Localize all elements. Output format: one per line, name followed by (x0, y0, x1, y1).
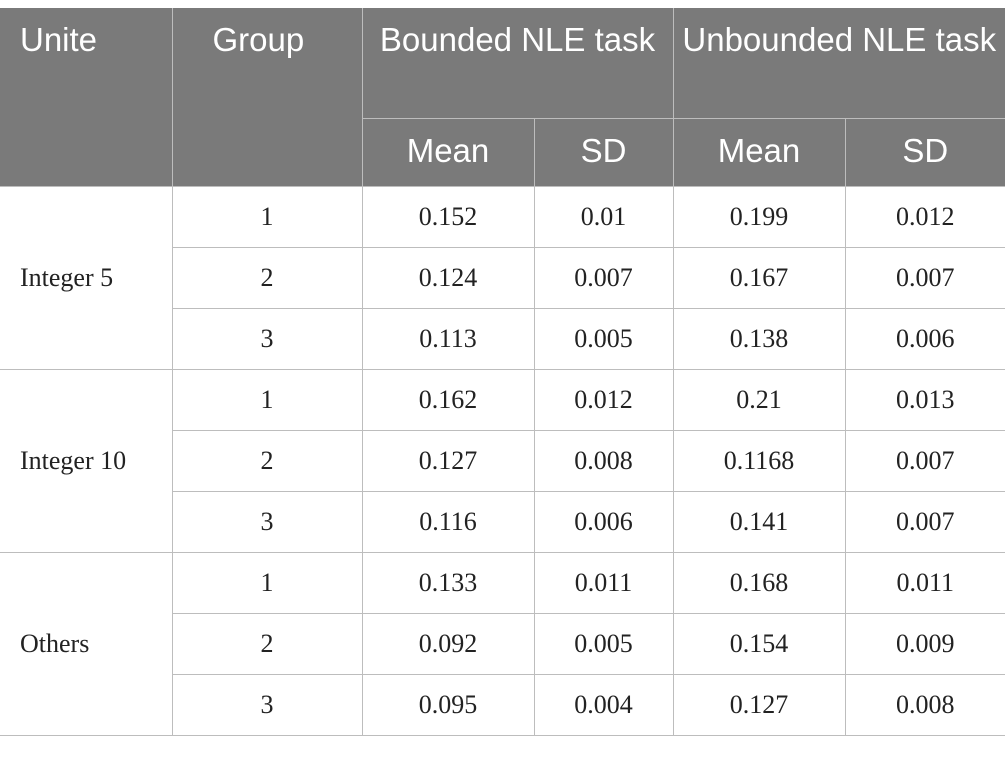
bounded-sd-cell: 0.012 (533, 368, 674, 431)
group-cell: 2 (171, 246, 363, 309)
unit-label: Integer 10 (0, 368, 173, 553)
unbounded-mean-cell: 0.199 (672, 185, 846, 248)
unbounded-sd-cell: 0.007 (844, 490, 1005, 553)
results-table: Unite Group Bounded NLE task Unbounded N… (0, 8, 1005, 736)
unbounded-mean-cell: 0.168 (672, 551, 846, 614)
unit-label: Others (0, 551, 173, 736)
group-cell: 2 (171, 429, 363, 492)
unbounded-mean-cell: 0.127 (672, 673, 846, 736)
group-cell: 3 (171, 490, 363, 553)
bounded-mean-cell: 0.095 (361, 673, 535, 736)
group-cell: 1 (171, 185, 363, 248)
table-row: Others 1 0.133 0.011 0.168 0.011 (0, 551, 1005, 736)
header-unbounded-mean: Mean (672, 117, 846, 186)
group-cell: 1 (171, 368, 363, 431)
bounded-mean-cell: 0.152 (361, 185, 535, 248)
header-bounded-mean: Mean (361, 117, 535, 186)
header-unbounded-sd: SD (844, 117, 1005, 186)
unbounded-sd-cell: 0.008 (844, 673, 1005, 736)
group-cell: 3 (171, 307, 363, 370)
header-bounded: Bounded NLE task (361, 8, 674, 118)
header-bounded-sd: SD (533, 117, 674, 186)
unit-label: Integer 5 (0, 185, 173, 370)
bounded-mean-cell: 0.116 (361, 490, 535, 553)
unbounded-sd-cell: 0.007 (844, 246, 1005, 309)
table-row: 3 0.095 0.004 0.127 0.008 (0, 673, 1005, 736)
unbounded-sd-cell: 0.007 (844, 429, 1005, 492)
unbounded-sd-cell: 0.013 (844, 368, 1005, 431)
table-body: Integer 5 1 0.152 0.01 0.199 0.012 2 0.1… (0, 185, 1005, 736)
bounded-mean-cell: 0.133 (361, 551, 535, 614)
bounded-sd-cell: 0.01 (533, 185, 674, 248)
header-unite: Unite (0, 8, 173, 186)
table-row: 2 0.127 0.008 0.1168 0.007 (0, 429, 1005, 492)
bounded-sd-cell: 0.004 (533, 673, 674, 736)
unbounded-sd-cell: 0.011 (844, 551, 1005, 614)
header-unbounded: Unbounded NLE task (672, 8, 1005, 118)
bounded-sd-cell: 0.008 (533, 429, 674, 492)
unbounded-mean-cell: 0.154 (672, 612, 846, 675)
bounded-mean-cell: 0.113 (361, 307, 535, 370)
unbounded-mean-cell: 0.138 (672, 307, 846, 370)
group-cell: 3 (171, 673, 363, 736)
unbounded-mean-cell: 0.167 (672, 246, 846, 309)
group-cell: 2 (171, 612, 363, 675)
bounded-sd-cell: 0.011 (533, 551, 674, 614)
bounded-sd-cell: 0.005 (533, 612, 674, 675)
bounded-sd-cell: 0.007 (533, 246, 674, 309)
bounded-mean-cell: 0.092 (361, 612, 535, 675)
bounded-sd-cell: 0.005 (533, 307, 674, 370)
bounded-mean-cell: 0.162 (361, 368, 535, 431)
table-row: 3 0.113 0.005 0.138 0.006 (0, 307, 1005, 370)
unbounded-sd-cell: 0.006 (844, 307, 1005, 370)
group-cell: 1 (171, 551, 363, 614)
table-row: Integer 5 1 0.152 0.01 0.199 0.012 (0, 185, 1005, 370)
table-row: Integer 10 1 0.162 0.012 0.21 0.013 (0, 368, 1005, 553)
table-header: Unite Group Bounded NLE task Unbounded N… (0, 8, 1005, 186)
unbounded-mean-cell: 0.141 (672, 490, 846, 553)
unbounded-sd-cell: 0.009 (844, 612, 1005, 675)
unbounded-sd-cell: 0.012 (844, 185, 1005, 248)
bounded-mean-cell: 0.124 (361, 246, 535, 309)
table-row: 2 0.124 0.007 0.167 0.007 (0, 246, 1005, 309)
unbounded-mean-cell: 0.1168 (672, 429, 846, 492)
bounded-mean-cell: 0.127 (361, 429, 535, 492)
header-group: Group (171, 8, 363, 186)
unbounded-mean-cell: 0.21 (672, 368, 846, 431)
bounded-sd-cell: 0.006 (533, 490, 674, 553)
